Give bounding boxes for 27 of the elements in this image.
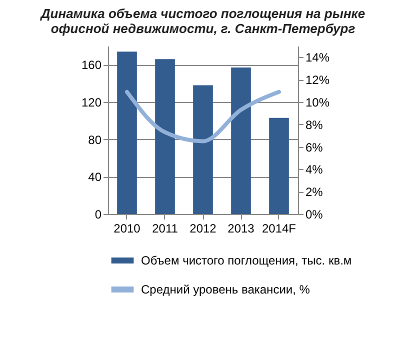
bar	[231, 67, 251, 214]
y2-tick-label: 8%	[306, 118, 324, 132]
y-tick-label: 80	[88, 132, 102, 147]
bar	[117, 52, 137, 214]
x-tick-label: 2013	[228, 222, 255, 236]
y-tick-label: 0	[94, 208, 102, 222]
bar	[155, 59, 175, 214]
y2-tick-label: 10%	[306, 96, 330, 110]
y2-tick-label: 0%	[306, 208, 324, 222]
legend-label: Средний уровень вакансии, %	[141, 282, 310, 296]
x-tick-label: 2012	[190, 222, 217, 236]
y2-tick-label: 12%	[306, 73, 330, 88]
chart-title: Динамика объема чистого поглощения на рынке офисной недвижимости, г. Санкт-Петербург	[40, 6, 366, 36]
bar	[193, 85, 213, 214]
y2-tick-label: 6%	[306, 140, 324, 154]
y2-tick-label: 4%	[306, 162, 324, 177]
x-tick-label: 2010	[114, 222, 141, 236]
y2-tick-label: 2%	[306, 185, 324, 200]
y-tick-label: 160	[81, 58, 102, 72]
y2-tick-label: 14%	[306, 50, 330, 65]
bar	[269, 118, 289, 214]
x-tick-label: 2014F	[262, 222, 296, 236]
x-tick-label: 2011	[152, 222, 178, 236]
y-tick-label: 120	[81, 96, 102, 110]
legend-label: Объем чистого поглощения, тыс. кв.м	[141, 254, 352, 268]
y-tick-label: 40	[88, 170, 102, 184]
line-series	[125, 90, 281, 144]
